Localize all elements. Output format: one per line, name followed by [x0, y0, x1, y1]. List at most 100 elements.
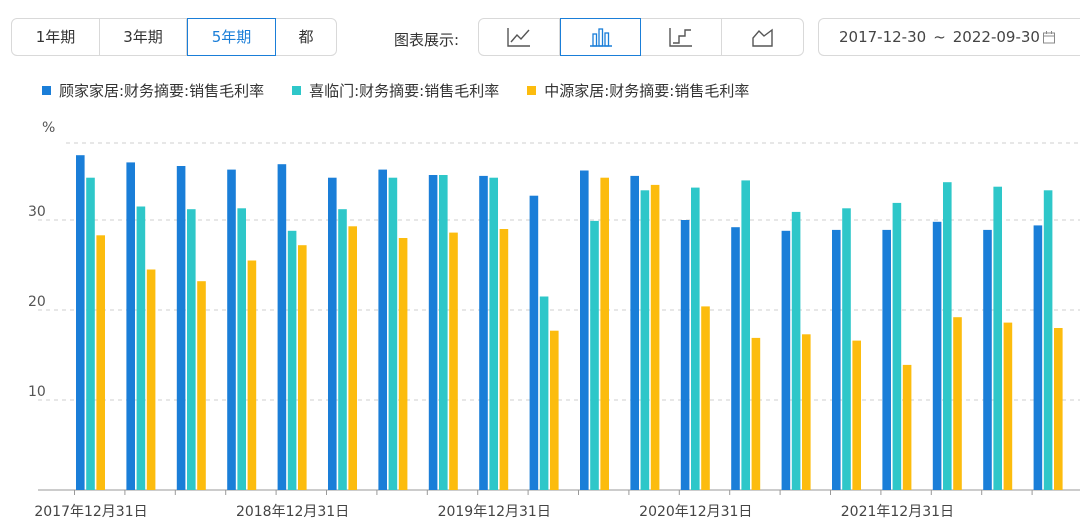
bar-2-2021Q2[interactable]: [791, 211, 801, 490]
bar-2-2021Q4[interactable]: [892, 202, 902, 490]
bar-2-2019Q3[interactable]: [439, 175, 448, 490]
bar-chart: % 10 20 30 2017年12月31日 2018年12月31日 2019年12月31日…: [28, 120, 1080, 520]
bar-3-2020Q1[interactable]: [550, 330, 559, 490]
bar-2-2019Q2[interactable]: [388, 177, 398, 490]
tab-all[interactable]: 都: [298, 28, 314, 46]
bar-1-2018Q1[interactable]: [126, 162, 135, 490]
y-tick-label: 30: [28, 204, 46, 220]
bar-3-2020Q4[interactable]: [701, 306, 710, 490]
bar-3-2019Q3[interactable]: [449, 232, 458, 490]
bar-2-2020Q4[interactable]: [691, 187, 700, 490]
y-tick-label: 10: [28, 384, 46, 400]
bar-3-2019Q4[interactable]: [499, 229, 509, 490]
bar-1-2019Q2[interactable]: [378, 169, 387, 490]
bar-1-2018Q3[interactable]: [227, 169, 236, 490]
bar-2-2019Q1[interactable]: [338, 209, 347, 490]
bar-3-2022Q3[interactable]: [1054, 328, 1063, 490]
date-separator: ~: [933, 28, 946, 46]
chart-legend: 顾家家居:财务摘要:销售毛利率 喜临门:财务摘要:销售毛利率 中源家居:财务摘要…: [42, 80, 777, 101]
bar-1-2021Q2[interactable]: [781, 230, 791, 491]
area-chart-icon: [751, 28, 773, 47]
bar-1-2018Q4[interactable]: [277, 164, 287, 490]
bar-3-2018Q2[interactable]: [197, 281, 206, 490]
bar-2-2022Q2[interactable]: [993, 186, 1002, 490]
bar-2-2020Q3[interactable]: [640, 190, 650, 491]
bar-1-2021Q3[interactable]: [832, 229, 841, 490]
y-axis-unit-label: %: [42, 120, 55, 136]
bar-2-2018Q2[interactable]: [187, 209, 196, 490]
bar-3-2021Q2[interactable]: [802, 334, 811, 490]
bar-2-2020Q2[interactable]: [590, 220, 599, 490]
bar-3-2021Q1[interactable]: [751, 337, 761, 490]
calendar-icon: [1042, 31, 1055, 44]
bar-chart-button[interactable]: [560, 18, 641, 56]
bar-1-2020Q4[interactable]: [680, 220, 690, 490]
bar-3-2018Q3[interactable]: [247, 260, 257, 491]
bar-2-2019Q4[interactable]: [489, 177, 498, 490]
bar-1-2020Q2[interactable]: [580, 170, 589, 491]
legend-swatch: [527, 86, 537, 95]
chart-type-label: 图表展示:: [394, 31, 460, 49]
line-chart-icon: [507, 28, 530, 47]
x-tick-label: 2020年12月31日: [639, 504, 752, 520]
bar-1-2019Q4[interactable]: [479, 175, 488, 490]
bar-2-2022Q3[interactable]: [1043, 190, 1053, 491]
x-tick-label: 2021年12月31日: [841, 504, 954, 520]
chart-type-selector: [478, 18, 804, 56]
bar-1-2022Q3[interactable]: [1033, 225, 1043, 490]
bar-2-2017Q4[interactable]: [86, 177, 95, 490]
tab-1-year[interactable]: 1年期: [12, 19, 100, 55]
bar-3-2021Q4[interactable]: [902, 364, 912, 490]
bar-3-2017Q4[interactable]: [96, 235, 105, 490]
legend-label: 顾家家居:财务摘要:销售毛利率: [59, 82, 265, 100]
bar-2-2018Q3[interactable]: [237, 208, 246, 491]
bar-1-2019Q1[interactable]: [328, 177, 337, 490]
period-tabs: 1年期 3年期 5年期 都: [11, 18, 337, 56]
date-start: 2017-12-30: [839, 28, 927, 46]
bar-2-2022Q1[interactable]: [943, 182, 952, 490]
legend-swatch: [42, 86, 51, 95]
step-chart-button[interactable]: [641, 19, 722, 55]
bar-3-2022Q1[interactable]: [953, 317, 962, 490]
date-end: 2022-09-30: [952, 28, 1040, 46]
x-tick-label: 2017年12月31日: [34, 504, 147, 520]
bar-2-2020Q1[interactable]: [539, 296, 549, 491]
y-tick-label: 20: [28, 294, 46, 310]
bar-1-2020Q3[interactable]: [630, 175, 639, 490]
x-tick-label: 2019年12月31日: [438, 504, 551, 520]
bar-1-2021Q1[interactable]: [731, 227, 740, 490]
legend-item[interactable]: 喜临门:财务摘要:销售毛利率: [292, 80, 499, 101]
legend-label: 中源家居:财务摘要:销售毛利率: [544, 82, 750, 100]
bar-3-2018Q4[interactable]: [298, 245, 307, 490]
bar-3-2020Q2[interactable]: [600, 177, 609, 490]
bar-2-2021Q1[interactable]: [741, 180, 750, 490]
bar-1-2022Q2[interactable]: [983, 229, 992, 490]
bar-1-2020Q1[interactable]: [529, 195, 539, 490]
tab-5-year[interactable]: 5年期: [187, 18, 276, 56]
bar-1-2018Q2[interactable]: [176, 166, 186, 490]
bar-chart-icon: [589, 28, 612, 47]
bar-3-2018Q1[interactable]: [146, 269, 156, 491]
bar-1-2017Q4[interactable]: [76, 155, 85, 490]
bar-3-2019Q1[interactable]: [348, 226, 357, 491]
bar-3-2021Q3[interactable]: [852, 340, 861, 490]
date-range-picker[interactable]: 2017-12-30 ~ 2022-09-30: [818, 18, 1080, 56]
bar-1-2019Q3[interactable]: [428, 175, 438, 490]
step-chart-icon: [669, 28, 692, 47]
legend-swatch: [292, 86, 302, 95]
legend-label: 喜临门:财务摘要:销售毛利率: [309, 82, 500, 100]
bar-2-2018Q4[interactable]: [287, 230, 297, 491]
area-chart-button[interactable]: [722, 19, 803, 55]
bar-3-2019Q2[interactable]: [398, 238, 408, 490]
bar-3-2020Q3[interactable]: [650, 184, 660, 490]
legend-item[interactable]: 中源家居:财务摘要:销售毛利率: [527, 80, 749, 101]
line-chart-button[interactable]: [479, 19, 560, 55]
bar-2-2021Q3[interactable]: [842, 208, 851, 491]
legend-item[interactable]: 顾家家居:财务摘要:销售毛利率: [42, 80, 264, 101]
x-tick-label: 2018年12月31日: [236, 504, 349, 520]
bar-1-2021Q4[interactable]: [882, 229, 891, 490]
bar-1-2022Q1[interactable]: [932, 221, 942, 491]
bar-2-2018Q1[interactable]: [136, 206, 146, 491]
bar-3-2022Q2[interactable]: [1003, 322, 1013, 490]
tab-3-year[interactable]: 3年期: [100, 19, 187, 55]
